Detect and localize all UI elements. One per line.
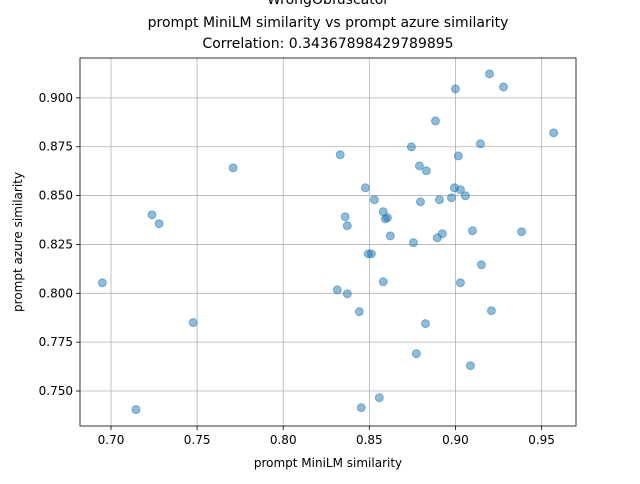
y-tick-label: 0.825: [39, 237, 73, 251]
point: [476, 260, 486, 270]
point: [340, 212, 350, 222]
point: [465, 361, 475, 371]
x-axis-label: prompt MiniLM similarity: [254, 456, 402, 470]
point: [360, 183, 370, 193]
point: [366, 249, 376, 259]
point: [188, 318, 198, 328]
x-tick-label: 0.80: [270, 433, 297, 447]
point: [335, 150, 345, 160]
x-tick-label: 0.75: [184, 433, 211, 447]
point: [406, 142, 416, 152]
point: [455, 278, 465, 288]
y-tick-label: 0.775: [39, 335, 73, 349]
point: [354, 307, 364, 317]
point: [131, 405, 141, 415]
point: [97, 278, 107, 288]
chart-subtitle: Correlation: 0.34367898429789895: [202, 36, 453, 52]
point: [385, 231, 395, 241]
point: [498, 82, 508, 92]
point: [437, 229, 447, 239]
x-tick-label: 0.95: [528, 433, 555, 447]
y-tick-label: 0.875: [39, 140, 73, 154]
point: [453, 151, 463, 161]
point: [460, 191, 470, 201]
x-tick-label: 0.90: [442, 433, 469, 447]
y-tick-label: 0.750: [39, 384, 73, 398]
point: [446, 193, 456, 203]
point: [475, 139, 485, 149]
point: [382, 213, 392, 223]
y-axis-label: prompt azure similarity: [11, 172, 25, 312]
x-tick-label: 0.70: [98, 433, 125, 447]
point: [450, 84, 460, 94]
point: [342, 289, 352, 299]
y-tick-label: 0.900: [39, 91, 73, 105]
y-tick-label: 0.850: [39, 189, 73, 203]
point: [467, 226, 477, 236]
y-tick-label: 0.800: [39, 286, 73, 300]
plot-frame: [79, 57, 577, 427]
point: [374, 393, 384, 403]
point: [549, 128, 559, 138]
point: [332, 285, 342, 295]
x-tick-label: 0.85: [356, 433, 383, 447]
point: [486, 306, 496, 316]
point: [420, 319, 430, 329]
point: [411, 349, 421, 359]
point: [369, 195, 379, 205]
point: [415, 197, 425, 207]
point: [408, 238, 418, 248]
point: [414, 161, 424, 171]
point: [434, 195, 444, 205]
point: [228, 163, 238, 173]
point: [430, 116, 440, 126]
point: [378, 277, 388, 287]
point: [154, 219, 164, 229]
point: [517, 227, 527, 237]
point: [455, 185, 465, 195]
point: [147, 210, 157, 220]
point: [421, 166, 431, 176]
point: [342, 221, 352, 231]
chart-subtitle: prompt MiniLM similarity vs prompt azure…: [148, 15, 509, 31]
point: [485, 69, 495, 79]
point: [356, 403, 366, 413]
chart-title: WrongObfuscator: [267, 0, 389, 8]
